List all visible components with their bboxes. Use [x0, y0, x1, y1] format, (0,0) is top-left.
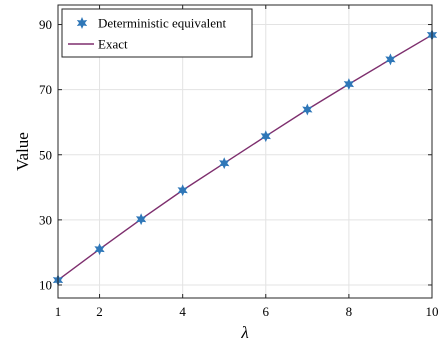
legend-label-deterministic-equivalent: Deterministic equivalent — [98, 16, 227, 31]
y-tick-label: 90 — [39, 17, 52, 32]
legend-box — [61, 8, 253, 58]
series-line-exact — [57, 34, 433, 281]
data-point-deterministic-equivalent — [177, 184, 188, 197]
x-tick-label: 1 — [55, 304, 62, 319]
y-tick-label: 70 — [39, 82, 52, 97]
x-axis-label: λ — [240, 323, 248, 342]
data-point-deterministic-equivalent — [302, 103, 313, 116]
plot-series — [52, 29, 438, 287]
y-tick-label: 50 — [39, 147, 52, 162]
axis-ticks: 2 4 6 8 10 10 30 50 70 90 1 — [39, 5, 439, 319]
x-tick-label: 6 — [263, 304, 270, 319]
data-point-deterministic-equivalent — [385, 53, 396, 66]
x-tick-label: 4 — [179, 304, 186, 319]
y-axis-label: Value — [13, 132, 32, 171]
data-point-deterministic-equivalent — [260, 130, 271, 143]
y-tick-label: 30 — [39, 212, 52, 227]
y-tick-label: 10 — [39, 277, 52, 292]
legend-marker-star — [76, 17, 88, 29]
x-tick-label: 10 — [426, 304, 439, 319]
legend-marker-deterministic-equivalent — [76, 17, 88, 29]
legend: Deterministic equivalent Exact — [61, 8, 253, 58]
data-point-deterministic-equivalent — [343, 78, 355, 91]
x-tick-label: 8 — [346, 304, 353, 319]
data-point-deterministic-equivalent — [135, 213, 147, 226]
plot-frame — [57, 4, 433, 299]
legend-label-exact: Exact — [98, 37, 128, 52]
data-point-deterministic-equivalent — [94, 243, 105, 256]
data-point-deterministic-equivalent — [219, 157, 230, 170]
x-tick-label: 2 — [96, 304, 103, 319]
